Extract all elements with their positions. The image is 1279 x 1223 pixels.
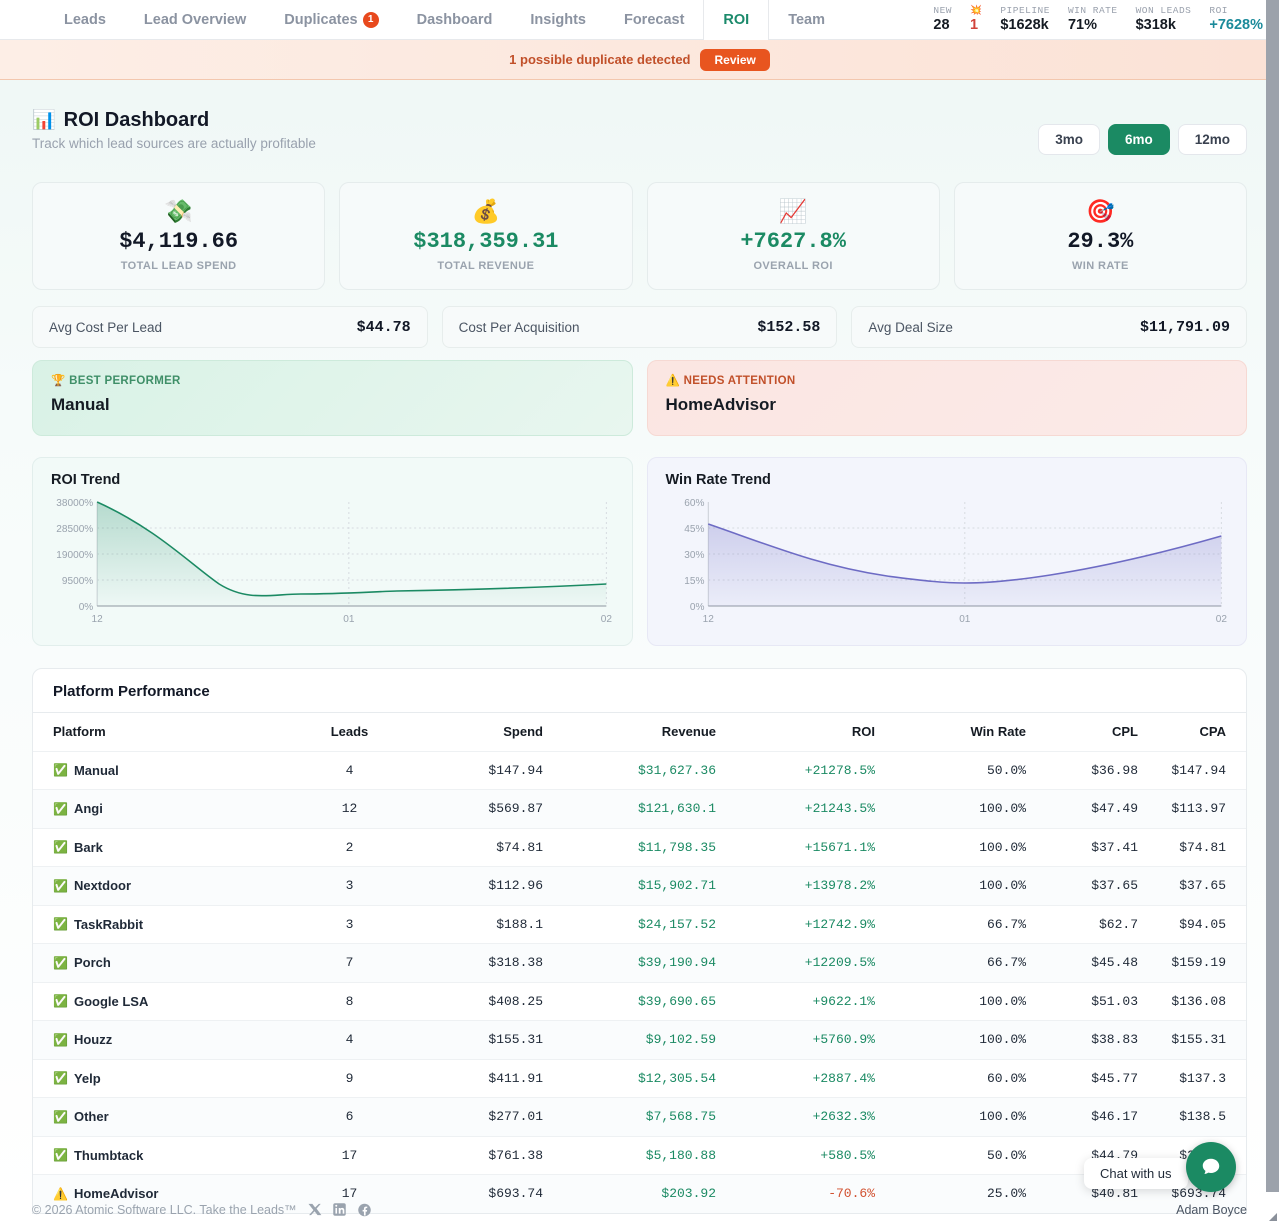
svg-text:15%: 15%: [684, 576, 704, 587]
svg-text:01: 01: [959, 614, 970, 625]
svg-text:01: 01: [343, 614, 354, 625]
svg-text:02: 02: [601, 614, 612, 625]
svg-text:30%: 30%: [684, 550, 704, 561]
svg-text:38000%: 38000%: [56, 498, 93, 509]
svg-text:45%: 45%: [684, 524, 704, 535]
svg-text:0%: 0%: [79, 602, 94, 613]
svg-text:02: 02: [1215, 614, 1226, 625]
svg-text:19000%: 19000%: [56, 550, 93, 561]
svg-text:9500%: 9500%: [62, 576, 93, 587]
svg-text:28500%: 28500%: [56, 524, 93, 535]
svg-text:60%: 60%: [684, 498, 704, 509]
svg-text:12: 12: [92, 614, 103, 625]
svg-text:0%: 0%: [689, 602, 704, 613]
svg-text:12: 12: [702, 614, 713, 625]
